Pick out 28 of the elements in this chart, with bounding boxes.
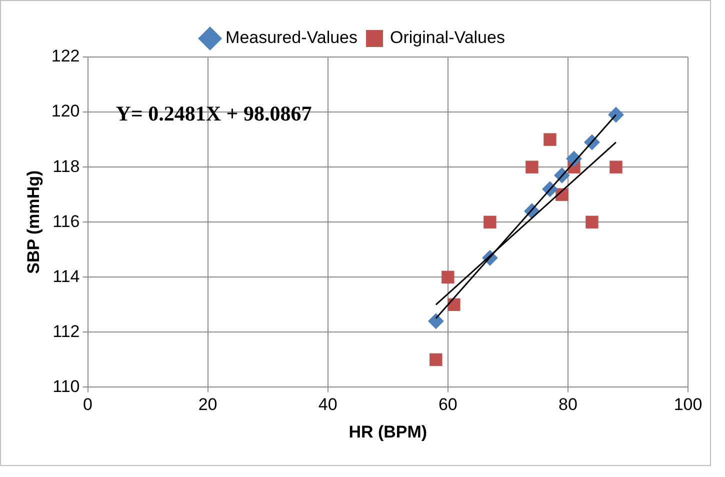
y-tick-label: 118: [52, 156, 80, 176]
x-tick-label: 0: [83, 395, 92, 414]
point: [586, 216, 598, 228]
y-tick-label: 120: [51, 102, 80, 121]
y-tick-label: 110: [52, 376, 80, 396]
y-tick-label: 122: [51, 46, 80, 66]
legend-label: Original-Values: [390, 28, 505, 48]
point: [442, 270, 454, 284]
y-tick-label: 112: [52, 322, 80, 341]
point: [526, 160, 538, 174]
x-tick-label: 80: [558, 395, 578, 414]
x-axis-title: HR (BPM): [348, 422, 428, 442]
point: [544, 133, 556, 146]
point: [448, 298, 460, 312]
point: [608, 106, 624, 123]
legend-label: Measured-Values: [226, 28, 358, 48]
annotation: Y= 0.2481X + 98.0867: [116, 101, 312, 126]
point: [484, 216, 496, 228]
x-tick-label: 100: [674, 395, 702, 414]
y-axis-title: SBP (mmHg): [24, 170, 43, 274]
y-tick-label: 116: [52, 212, 80, 231]
point: [430, 353, 442, 366]
y-tick-label: 114: [52, 266, 80, 286]
x-tick-label: 40: [318, 395, 338, 414]
point: [428, 313, 444, 330]
x-tick-label: 20: [198, 395, 218, 414]
point: [610, 160, 622, 174]
x-tick-label: 60: [438, 395, 458, 414]
